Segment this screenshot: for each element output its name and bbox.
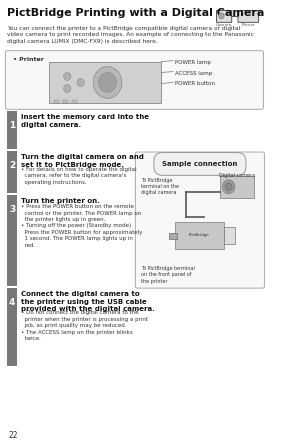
Circle shape <box>222 180 235 194</box>
Text: • Press the POWER button on the remote
  control or the printer. The POWER lamp : • Press the POWER button on the remote c… <box>21 204 142 248</box>
Text: PictBridge: PictBridge <box>189 233 210 237</box>
Bar <box>220 176 254 198</box>
FancyBboxPatch shape <box>238 11 259 23</box>
Bar <box>169 233 177 240</box>
Text: PictBridge Printing with a Digital Camera: PictBridge Printing with a Digital Camer… <box>7 8 265 18</box>
Text: POWER button: POWER button <box>175 81 215 87</box>
Bar <box>7 288 17 366</box>
Text: To PictBridge terminal
on the front panel of
the printer: To PictBridge terminal on the front pane… <box>141 266 194 284</box>
Circle shape <box>93 67 122 99</box>
Text: • For details on how to operate the digital
  camera, refer to the digital camer: • For details on how to operate the digi… <box>21 167 136 185</box>
Bar <box>54 100 59 103</box>
Text: 22: 22 <box>9 431 19 440</box>
Text: • Do not connect the digital camera to the
  printer when the printer is process: • Do not connect the digital camera to t… <box>21 310 148 341</box>
Text: 1: 1 <box>9 121 15 130</box>
Bar <box>63 100 68 103</box>
Circle shape <box>99 72 116 92</box>
Text: 2: 2 <box>9 161 15 170</box>
Bar <box>72 100 77 103</box>
Text: Camera: Camera <box>216 23 232 27</box>
Text: 3: 3 <box>9 205 15 213</box>
Text: Digital camera: Digital camera <box>219 173 255 178</box>
Circle shape <box>225 183 232 191</box>
Text: Connect the digital camera to
the printer using the USB cable
provided with the : Connect the digital camera to the printe… <box>21 291 154 312</box>
Text: ACCESS lamp: ACCESS lamp <box>175 71 212 76</box>
Bar <box>224 227 235 244</box>
Text: To PictBridge
terminal on the
digital camera: To PictBridge terminal on the digital ca… <box>141 178 179 195</box>
Bar <box>175 221 224 249</box>
Bar <box>49 61 161 103</box>
Text: 4: 4 <box>9 298 15 307</box>
Bar <box>7 151 17 193</box>
Text: Printer: Printer <box>242 23 255 27</box>
Circle shape <box>64 72 71 80</box>
FancyBboxPatch shape <box>5 51 263 109</box>
Text: Turn the printer on.: Turn the printer on. <box>21 198 100 204</box>
Text: POWER lamp: POWER lamp <box>175 60 211 65</box>
Text: • Printer: • Printer <box>13 57 44 61</box>
Text: Insert the memory card into the
digital camera.: Insert the memory card into the digital … <box>21 114 148 128</box>
FancyBboxPatch shape <box>135 152 264 288</box>
Circle shape <box>219 13 224 19</box>
Bar <box>7 195 17 286</box>
Text: Turn the digital camera on and
set it to PictBridge mode.: Turn the digital camera on and set it to… <box>21 154 143 168</box>
Text: Sample connection: Sample connection <box>162 161 238 167</box>
Circle shape <box>64 84 71 92</box>
Text: You can connect the printer to a PictBridge compatible digital camera or digital: You can connect the printer to a PictBri… <box>7 26 254 44</box>
FancyBboxPatch shape <box>217 11 232 23</box>
Circle shape <box>77 79 84 87</box>
Bar <box>7 111 17 149</box>
